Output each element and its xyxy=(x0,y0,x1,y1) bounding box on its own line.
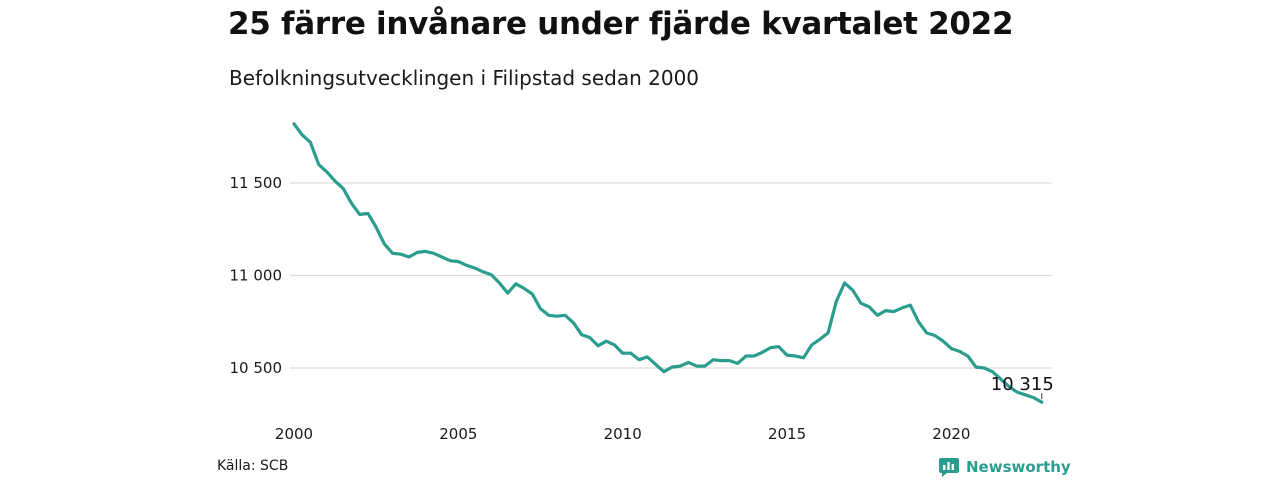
y-tick-label: 10 500 xyxy=(230,359,283,377)
newsworthy-logo-icon xyxy=(939,458,959,477)
x-tick-label: 2015 xyxy=(768,425,806,443)
y-tick-label: 11 500 xyxy=(230,174,283,192)
brand-name: Newsworthy xyxy=(966,458,1071,476)
brand-logo[interactable]: Newsworthy xyxy=(938,456,1071,478)
chart-title: 25 färre invånare under fjärde kvartalet… xyxy=(228,6,1014,42)
source-label: Källa: SCB xyxy=(217,458,289,474)
x-tick-label: 2010 xyxy=(604,425,642,443)
x-tick-label: 2020 xyxy=(932,425,970,443)
x-tick-label: 2005 xyxy=(439,425,477,443)
data-line xyxy=(292,122,1044,404)
end-value-label: 10 315 xyxy=(991,374,1054,395)
chart-subtitle: Befolkningsutvecklingen i Filipstad seda… xyxy=(229,66,700,90)
x-tick-label: 2000 xyxy=(275,425,313,443)
y-tick-label: 11 000 xyxy=(230,267,283,285)
